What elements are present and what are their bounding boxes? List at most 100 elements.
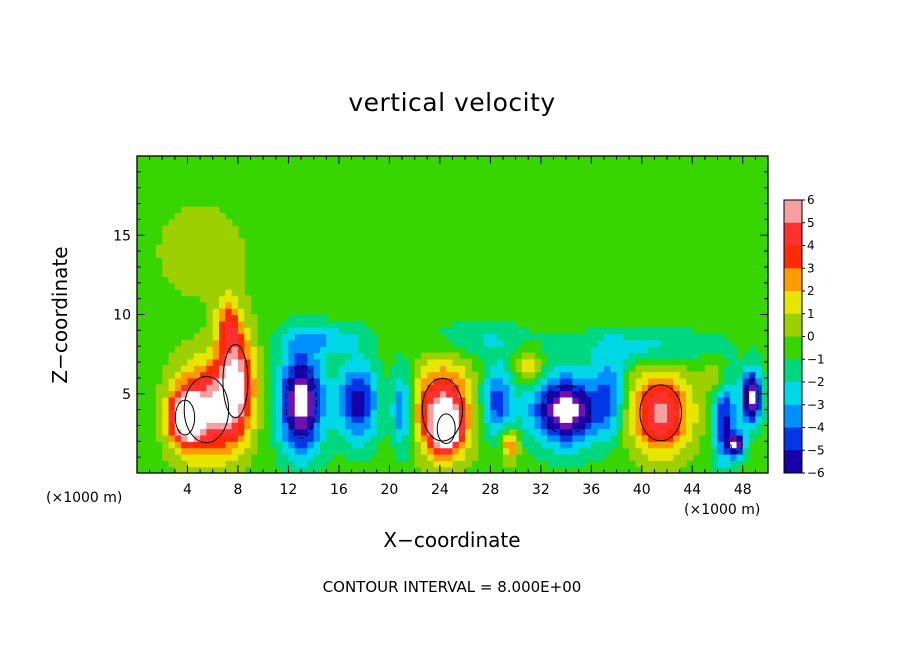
negative-contour <box>285 364 317 439</box>
field-cell <box>294 409 302 417</box>
field-cell <box>345 339 353 347</box>
field-cell <box>585 358 592 366</box>
field-cell <box>326 377 334 385</box>
field-cell <box>351 339 359 347</box>
y-tick-label: 15 <box>113 228 131 244</box>
field-cell <box>667 327 674 335</box>
field-cell <box>484 390 491 398</box>
field-cell <box>414 409 422 417</box>
field-cell <box>749 377 756 385</box>
field-cell <box>616 365 624 373</box>
field-cell <box>168 219 176 227</box>
field-cell <box>521 333 529 341</box>
field-cell <box>345 327 353 335</box>
field-cell <box>572 441 580 449</box>
field-cell <box>704 365 712 373</box>
field-cell <box>288 352 296 360</box>
field-cell <box>566 441 573 449</box>
field-cell <box>547 415 555 423</box>
field-cell <box>458 333 466 341</box>
field-cell <box>566 339 573 347</box>
field-cell <box>433 371 441 379</box>
field-cell <box>219 333 226 341</box>
field-cell <box>225 453 233 461</box>
field-cell <box>162 244 170 252</box>
field-cell <box>332 327 340 335</box>
field-cell <box>540 346 548 354</box>
field-cell <box>490 365 498 373</box>
field-cell <box>187 282 195 290</box>
field-cell <box>168 263 176 271</box>
field-cell <box>219 390 226 398</box>
field-cell <box>755 352 763 360</box>
field-cell <box>566 377 573 385</box>
field-cell <box>667 403 674 411</box>
field-cell <box>351 377 359 385</box>
field-cell <box>540 447 548 455</box>
field-cell <box>237 327 245 335</box>
field-cell <box>187 384 195 392</box>
field-cell <box>629 358 637 366</box>
field-cell <box>534 390 542 398</box>
field-cell <box>679 390 687 398</box>
field-cell <box>256 377 264 385</box>
field-cell <box>648 447 656 455</box>
field-cell <box>534 333 542 341</box>
field-cell <box>414 396 422 404</box>
field-cell <box>723 460 731 468</box>
field-cell <box>439 403 447 411</box>
field-cell <box>711 422 719 430</box>
field-cell <box>395 441 403 449</box>
field-cell <box>294 453 302 461</box>
field-cell <box>742 390 750 398</box>
field-cell <box>465 415 473 423</box>
field-cell <box>237 453 245 461</box>
field-cell <box>389 371 397 379</box>
field-cell <box>547 377 555 385</box>
field-cell <box>660 415 668 423</box>
field-cell <box>225 358 233 366</box>
field-cell <box>376 409 384 417</box>
field-cell <box>313 466 321 473</box>
field-cell <box>528 441 536 449</box>
field-cell <box>357 396 365 404</box>
field-cell <box>206 371 214 379</box>
field-cell <box>338 333 346 341</box>
field-cell <box>414 422 422 430</box>
field-cell <box>603 346 611 354</box>
field-cell <box>490 422 498 430</box>
field-cell <box>395 434 403 442</box>
field-cell <box>200 219 208 227</box>
field-cell <box>414 403 422 411</box>
field-cell <box>648 333 656 341</box>
field-cell <box>313 358 321 366</box>
field-cell <box>484 409 491 417</box>
field-cell <box>370 428 378 436</box>
field-cell <box>597 396 605 404</box>
field-cell <box>471 441 479 449</box>
field-cell <box>181 384 189 392</box>
field-cell <box>484 403 491 411</box>
field-cell <box>402 422 409 430</box>
field-cell <box>370 447 378 455</box>
field-cell <box>736 422 744 430</box>
field-cell <box>761 409 768 417</box>
field-cell <box>319 371 327 379</box>
field-cell <box>250 339 258 347</box>
field-cell <box>187 289 195 297</box>
field-cell <box>585 371 592 379</box>
field-cell <box>181 244 189 252</box>
field-cell <box>219 251 226 259</box>
field-cell <box>458 365 466 373</box>
field-cell <box>502 441 510 449</box>
field-cell <box>402 403 409 411</box>
field-cell <box>288 434 296 442</box>
field-cell <box>641 403 649 411</box>
field-cell <box>509 346 517 354</box>
field-cell <box>219 238 226 246</box>
field-cell <box>711 339 719 347</box>
field-cell <box>540 384 548 392</box>
x-tick-label: 20 <box>380 482 398 498</box>
field-cell <box>395 390 403 398</box>
field-cell <box>389 403 397 411</box>
